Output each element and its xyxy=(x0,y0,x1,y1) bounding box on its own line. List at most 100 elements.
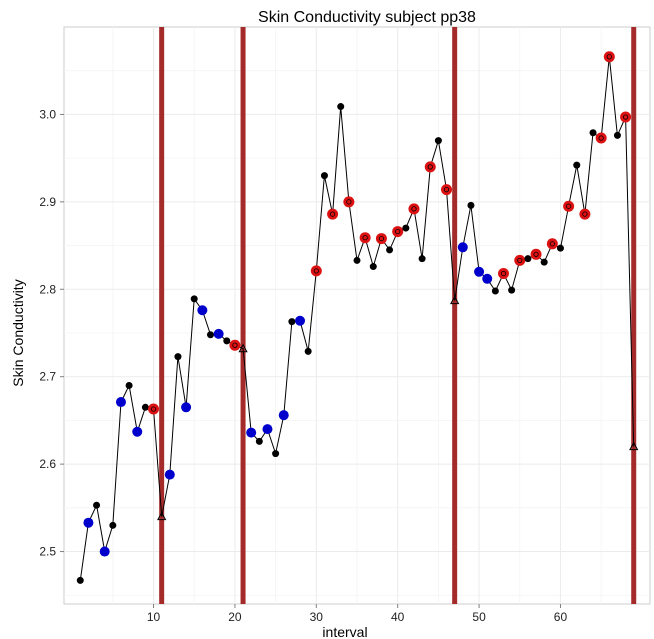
data-point-red-center xyxy=(566,203,572,209)
y-tick-label: 3.0 xyxy=(39,107,56,121)
data-point-triangle xyxy=(629,441,639,451)
data-point-red xyxy=(310,265,322,277)
data-point-red xyxy=(148,403,160,415)
data-point-blue xyxy=(132,426,143,437)
data-point-red xyxy=(563,200,575,212)
data-point-red xyxy=(424,161,436,173)
data-point-black xyxy=(467,201,475,209)
data-point-red xyxy=(229,339,241,351)
data-point-blue xyxy=(164,469,175,480)
data-point-black xyxy=(288,318,296,326)
data-point-black xyxy=(93,501,101,509)
data-point-red xyxy=(603,51,615,63)
data-point-black xyxy=(255,437,263,445)
x-tick-label: 40 xyxy=(391,610,405,624)
data-point-red xyxy=(620,111,632,123)
data-point-black xyxy=(369,263,377,271)
data-point-red xyxy=(441,184,453,196)
data-point-blue xyxy=(482,273,493,284)
y-tick-label: 2.6 xyxy=(39,457,56,471)
data-point-black xyxy=(613,131,621,139)
data-point-black xyxy=(508,286,516,294)
x-tick-label: 30 xyxy=(310,610,324,624)
data-point-red xyxy=(392,226,404,238)
data-point-blue xyxy=(181,402,192,413)
data-point-blue xyxy=(278,410,289,421)
data-point-blue xyxy=(262,424,273,435)
y-tick-label: 2.9 xyxy=(39,195,56,209)
data-point-red-center xyxy=(500,270,507,277)
chart-title: Skin Conductivity subject pp38 xyxy=(258,9,476,26)
data-point-red-center xyxy=(395,228,401,235)
y-tick-labels: 2.5 2.6 2.7 2.8 2.9 3.0 xyxy=(39,107,64,559)
data-point-black xyxy=(540,258,548,266)
data-point-red xyxy=(579,208,591,220)
data-point-red xyxy=(408,203,420,215)
data-point-red-center xyxy=(378,235,385,242)
data-point-black xyxy=(320,172,328,180)
data-point-red-center xyxy=(411,206,417,212)
data-point-blue xyxy=(213,328,224,339)
data-point-black xyxy=(434,137,442,145)
data-point-red xyxy=(514,254,526,266)
x-tick-label: 50 xyxy=(472,610,486,624)
data-point-red xyxy=(498,268,509,280)
data-point-black xyxy=(76,576,84,584)
data-point-red xyxy=(530,248,542,260)
data-point-red-center xyxy=(232,342,238,348)
data-point-black xyxy=(109,521,117,529)
x-tick-label: 20 xyxy=(228,610,242,624)
data-point-red-center xyxy=(313,268,319,274)
data-point-red-center xyxy=(150,406,157,412)
data-point-black xyxy=(190,295,198,303)
data-point-black xyxy=(272,450,280,458)
data-points xyxy=(76,51,639,584)
y-tick-label: 2.5 xyxy=(39,545,56,559)
data-point-triangle xyxy=(238,343,248,353)
x-tick-label: 10 xyxy=(147,610,161,624)
data-point-triangle xyxy=(450,295,460,305)
data-point-blue xyxy=(457,242,468,253)
data-point-black xyxy=(337,103,345,111)
data-point-red xyxy=(343,196,355,208)
data-point-triangle xyxy=(157,511,167,521)
data-point-black xyxy=(304,347,312,355)
data-point-black xyxy=(174,353,182,361)
data-point-blue xyxy=(246,427,257,438)
data-point-red-center xyxy=(362,235,368,241)
data-point-red-center xyxy=(517,257,523,264)
data-point-black xyxy=(125,381,133,389)
data-point-red-center xyxy=(346,199,352,205)
data-point-red-center xyxy=(582,211,588,217)
data-point-red-center xyxy=(622,114,629,120)
data-point-blue xyxy=(83,517,94,528)
x-axis-title: interval xyxy=(322,624,367,639)
data-point-red-center xyxy=(606,54,612,60)
x-tick-labels: 10 20 30 40 50 60 xyxy=(147,604,568,624)
data-point-red xyxy=(375,233,387,245)
data-point-blue xyxy=(99,546,110,557)
data-point-red xyxy=(327,208,339,220)
data-point-red xyxy=(546,238,558,250)
data-point-blue xyxy=(295,315,306,326)
x-tick-label: 60 xyxy=(554,610,568,624)
data-point-black xyxy=(402,224,410,232)
data-point-red xyxy=(595,132,607,144)
y-tick-label: 2.7 xyxy=(39,370,56,384)
data-point-black xyxy=(386,246,394,254)
data-point-red-center xyxy=(598,135,604,141)
data-point-red-center xyxy=(427,164,433,170)
data-point-black xyxy=(556,244,564,252)
data-point-red-center xyxy=(533,251,539,257)
data-point-black xyxy=(524,255,532,263)
data-point-black xyxy=(589,129,597,137)
data-point-black xyxy=(353,256,361,264)
data-point-black xyxy=(491,287,499,295)
data-point-black xyxy=(223,337,231,345)
data-point-black xyxy=(207,331,214,339)
y-axis-title: Skin Conductivity xyxy=(10,279,26,386)
data-point-blue xyxy=(115,397,126,408)
separator-lines xyxy=(159,27,637,604)
data-point-red-center xyxy=(549,241,555,247)
